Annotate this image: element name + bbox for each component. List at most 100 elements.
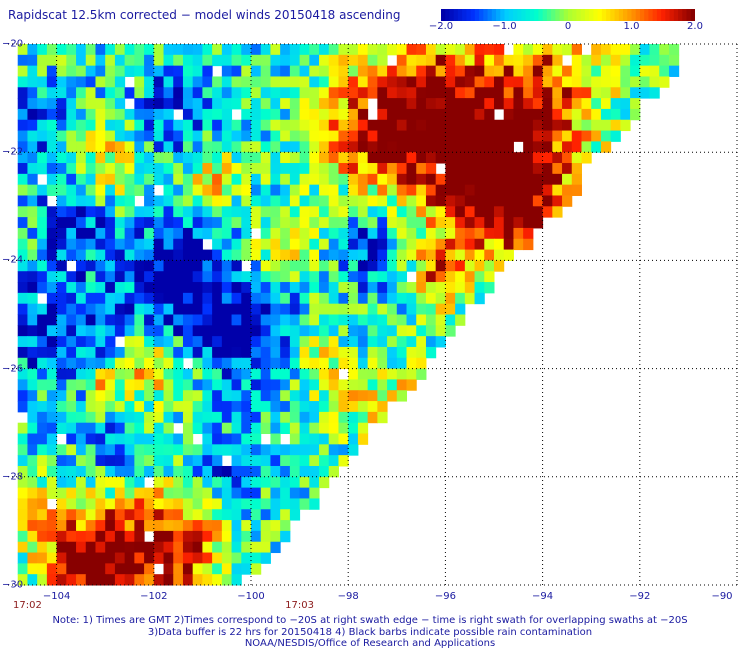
data-cell <box>163 520 174 532</box>
data-cell <box>114 465 126 478</box>
data-cell <box>221 520 233 532</box>
data-cell <box>338 444 349 456</box>
data-cell <box>348 173 359 186</box>
data-cell <box>144 292 155 305</box>
data-cell <box>124 217 135 229</box>
colorbar-segment <box>487 9 493 21</box>
data-cell <box>37 65 48 77</box>
data-cell <box>348 271 359 283</box>
data-cell <box>251 411 262 424</box>
data-cell <box>348 401 359 413</box>
data-cell <box>212 130 223 142</box>
data-cell <box>289 54 301 67</box>
data-cell <box>299 411 310 424</box>
data-cell <box>406 314 417 326</box>
data-cell <box>299 422 310 435</box>
data-cell <box>114 271 126 283</box>
data-cell <box>600 87 612 99</box>
data-cell <box>231 411 242 424</box>
data-cell <box>231 465 242 478</box>
data-cell <box>406 303 417 315</box>
data-cell <box>95 487 106 499</box>
data-cell <box>309 206 320 218</box>
data-cell <box>66 227 77 240</box>
colorbar-segment <box>453 9 459 21</box>
data-cell <box>260 292 271 305</box>
data-cell <box>95 98 106 110</box>
data-cell <box>503 119 514 132</box>
data-cell <box>182 411 194 424</box>
data-cell <box>114 217 126 229</box>
data-cell <box>542 152 553 164</box>
data-cell <box>182 390 194 402</box>
data-cell <box>46 238 58 251</box>
data-cell <box>221 487 233 499</box>
data-cell <box>280 509 291 521</box>
data-cell <box>17 98 28 110</box>
data-cell <box>260 455 271 467</box>
data-cell <box>182 163 194 175</box>
data-cell <box>464 292 476 305</box>
data-cell <box>532 76 544 88</box>
data-cell <box>144 98 155 110</box>
data-cell <box>153 173 165 186</box>
data-cell <box>212 98 223 110</box>
data-cell <box>192 530 203 543</box>
data-cell <box>192 282 203 294</box>
data-cell <box>348 303 359 315</box>
data-cell <box>494 76 505 88</box>
data-cell <box>464 271 476 283</box>
data-cell <box>76 260 87 272</box>
data-cell <box>416 98 427 110</box>
data-cell <box>416 206 427 218</box>
data-cell <box>241 346 252 359</box>
data-cell <box>523 227 534 240</box>
data-cell <box>241 65 252 77</box>
data-cell <box>85 271 96 283</box>
data-cell <box>562 130 573 142</box>
data-cell <box>37 422 48 435</box>
data-cell <box>367 87 378 99</box>
data-cell <box>309 98 320 110</box>
data-cell <box>76 401 87 413</box>
data-cell <box>396 260 408 272</box>
data-cell <box>202 206 213 218</box>
data-cell <box>231 206 242 218</box>
data-cell <box>425 98 437 110</box>
data-cell <box>202 98 213 110</box>
data-cell <box>280 476 291 489</box>
data-cell <box>241 292 252 305</box>
data-cell <box>231 195 242 207</box>
data-cell <box>445 130 456 142</box>
data-cell <box>241 465 252 478</box>
data-cell <box>367 152 378 164</box>
data-cell <box>425 119 437 132</box>
data-cell <box>600 54 612 67</box>
data-cell <box>280 76 291 88</box>
data-cell <box>66 44 77 56</box>
data-cell <box>513 227 524 240</box>
data-cell <box>562 108 573 121</box>
data-cell <box>95 141 106 153</box>
data-cell <box>455 163 466 175</box>
data-cell <box>114 65 126 77</box>
data-cell <box>241 498 252 510</box>
data-cell <box>114 195 126 207</box>
data-cell <box>299 54 310 67</box>
data-cell <box>105 195 116 207</box>
colorbar-segment <box>546 9 552 21</box>
data-cell <box>231 238 242 251</box>
data-cell <box>231 422 242 435</box>
data-cell <box>17 87 28 99</box>
data-cell <box>46 530 58 543</box>
data-cell <box>251 44 262 56</box>
data-cell <box>396 184 408 196</box>
data-cell <box>114 249 126 261</box>
data-cell <box>134 271 145 283</box>
data-cell <box>153 54 165 67</box>
data-cell <box>319 379 330 391</box>
data-cell <box>532 217 544 229</box>
data-cell <box>562 119 573 132</box>
data-cell <box>173 433 184 445</box>
data-cell <box>46 325 58 337</box>
